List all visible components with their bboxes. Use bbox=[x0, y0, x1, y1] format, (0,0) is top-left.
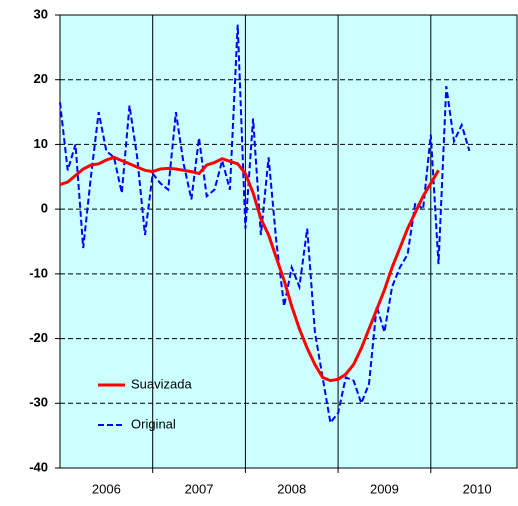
x-tick-label: 2009 bbox=[370, 481, 399, 496]
plot-border bbox=[59, 14, 518, 469]
x-tick-label: 2008 bbox=[277, 481, 306, 496]
y-tick-label: -20 bbox=[29, 330, 48, 345]
series-line bbox=[59, 24, 471, 426]
x-tick-label: 2007 bbox=[185, 481, 214, 496]
y-tick-label: 20 bbox=[34, 71, 48, 86]
series-line bbox=[59, 155, 440, 383]
x-tick-label: 2010 bbox=[463, 481, 492, 496]
x-tick-label: 2006 bbox=[92, 481, 121, 496]
legend-label: Suavizada bbox=[131, 376, 192, 391]
y-tick-label: -30 bbox=[29, 395, 48, 410]
legend-label: Original bbox=[131, 416, 176, 431]
y-tick-label: 30 bbox=[34, 6, 48, 21]
y-tick-label: -40 bbox=[29, 459, 48, 474]
y-tick-label: 0 bbox=[41, 201, 48, 216]
y-tick-label: -10 bbox=[29, 265, 48, 280]
plot-area bbox=[60, 15, 517, 468]
y-tick-label: 10 bbox=[34, 136, 48, 151]
